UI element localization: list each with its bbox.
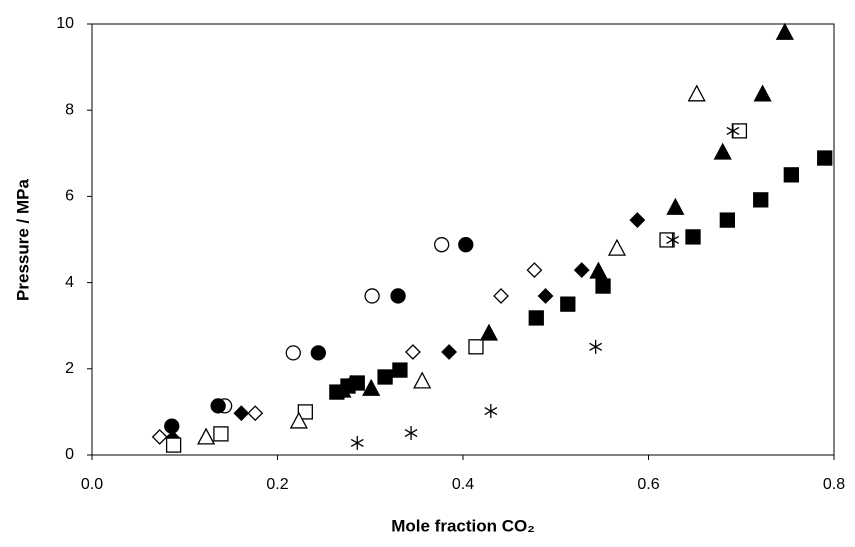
point	[484, 404, 498, 419]
point	[233, 405, 250, 422]
x-tick-label: 0.4	[452, 476, 474, 493]
point	[479, 323, 499, 341]
point	[666, 232, 680, 247]
point	[687, 84, 706, 102]
point	[817, 150, 833, 166]
y-tick-label: 0	[65, 446, 74, 463]
point	[589, 261, 608, 279]
point	[285, 345, 301, 361]
point	[434, 237, 450, 253]
y-tick-label: 4	[65, 274, 74, 291]
point	[390, 288, 406, 304]
point	[297, 404, 313, 420]
point	[753, 192, 769, 208]
point	[537, 288, 554, 304]
y-tick-label: 6	[65, 188, 74, 205]
point	[413, 371, 432, 389]
point	[753, 84, 772, 102]
point	[196, 427, 216, 445]
point	[629, 212, 646, 229]
point	[164, 418, 180, 434]
point	[213, 426, 229, 442]
point	[165, 437, 182, 453]
point	[607, 238, 627, 256]
x-tick-label: 0.6	[637, 476, 659, 493]
point	[362, 378, 381, 396]
point	[685, 229, 701, 245]
x-tick-label: 0.8	[823, 476, 845, 493]
point	[589, 339, 603, 354]
point	[404, 344, 421, 360]
point	[247, 405, 264, 422]
point	[666, 197, 685, 215]
point	[726, 123, 740, 138]
point	[731, 123, 748, 139]
y-axis-title: Pressure / MPa	[13, 179, 32, 301]
point	[526, 262, 543, 279]
point	[595, 278, 611, 294]
point	[528, 310, 544, 326]
point	[560, 296, 576, 312]
point	[458, 237, 474, 253]
point	[713, 142, 732, 160]
y-tick-label: 8	[65, 101, 74, 118]
y-tick-label: 2	[65, 360, 74, 377]
point	[349, 375, 365, 391]
point	[441, 344, 458, 360]
point	[659, 232, 675, 248]
point	[350, 435, 364, 450]
point	[468, 339, 484, 355]
point	[364, 288, 380, 304]
x-axis-title: Mole fraction CO₂	[391, 516, 535, 535]
x-tick-label: 0.2	[266, 476, 288, 493]
point	[151, 428, 168, 445]
point	[333, 380, 352, 398]
point	[377, 369, 393, 385]
point	[573, 262, 590, 279]
point	[404, 426, 418, 441]
point	[719, 212, 735, 228]
point	[783, 167, 799, 183]
point	[392, 362, 408, 378]
point	[493, 288, 509, 304]
point	[775, 22, 794, 40]
point	[289, 411, 308, 429]
y-tick-label: 10	[56, 15, 74, 32]
point	[310, 345, 326, 361]
x-tick-label: 0.0	[81, 476, 103, 493]
point	[210, 398, 226, 414]
